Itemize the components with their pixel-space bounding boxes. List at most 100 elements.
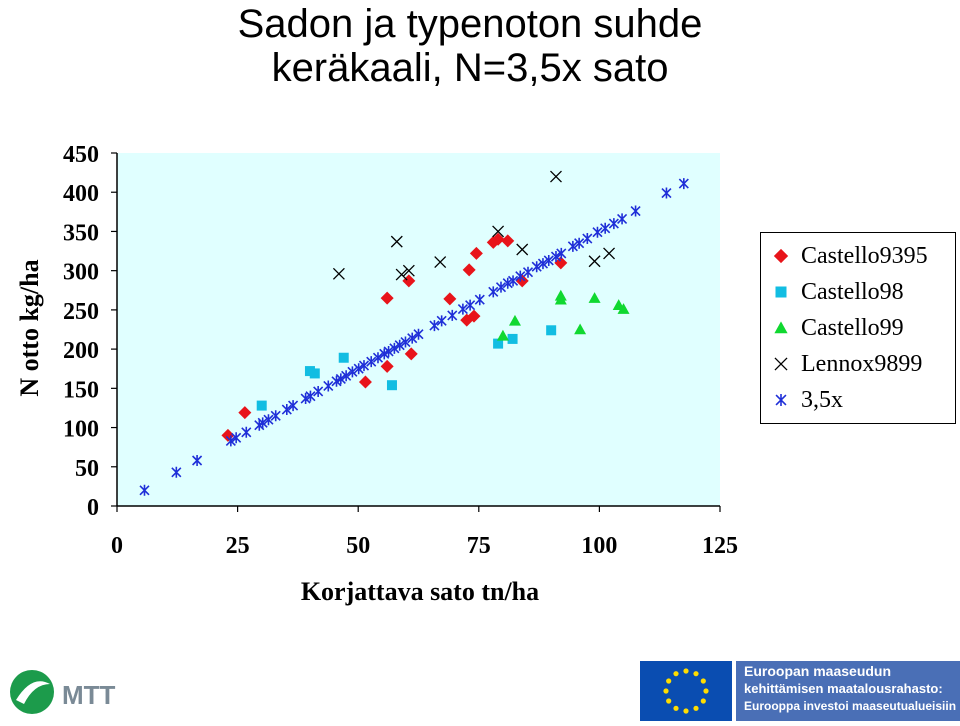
data-point-3-5x (263, 414, 274, 426)
data-point-3-5x (323, 380, 334, 392)
legend-symbol-castello99 (774, 321, 788, 334)
legend-item-3-5x: 3,5x (771, 383, 843, 417)
data-point-3-5x (495, 281, 507, 293)
data-point-3-5x (474, 294, 485, 306)
data-point-3-5x (288, 400, 299, 412)
data-point-3-5x (574, 237, 585, 249)
data-point-castello9395 (402, 274, 416, 288)
data-point-3-5x (488, 286, 499, 298)
data-points (139, 170, 689, 496)
data-point-3-5x (305, 390, 316, 402)
y-tick-label: 250 (63, 299, 99, 325)
data-point-3-5x (507, 275, 519, 287)
mtt-logo-text: MTT (62, 680, 116, 710)
eu-star-icon (666, 698, 672, 704)
data-point-castello98 (507, 333, 518, 344)
scatter-chart: 0 50 100 150 200 250 300 350 400 450 0 25 50 75 100 125… (15, 142, 738, 606)
series-3-5x (139, 178, 689, 496)
data-point-3-5x (582, 233, 593, 245)
data-point-lennox9899 (492, 225, 505, 238)
eu-star-icon (673, 671, 679, 677)
data-point-3-5x (372, 352, 384, 364)
data-point-3-5x (567, 240, 578, 252)
data-point-3-5x (241, 426, 252, 438)
legend-marker-castello99 (774, 321, 788, 334)
legend-symbol-castello98 (775, 286, 787, 298)
legend-item-castello9395: Castello9395 (771, 239, 928, 273)
data-point-3-5x (465, 299, 476, 311)
data-point-3-5x (543, 254, 554, 266)
data-point-3-5x (550, 251, 562, 263)
data-point-castello9395 (380, 291, 394, 305)
data-point-lennox9899 (588, 255, 601, 268)
eu-star-icon (683, 668, 689, 674)
data-point-lennox9899 (603, 247, 616, 260)
legend-marker-castello98 (775, 286, 787, 298)
data-point-lennox9899 (434, 256, 447, 268)
y-tick-label: 450 (63, 142, 99, 168)
y-tick-label: 100 (63, 417, 99, 443)
eu-star-icon (663, 688, 669, 694)
legend-marker-lennox9899 (774, 357, 788, 371)
data-point-3-5x (383, 345, 394, 357)
data-point-3-5x (413, 328, 424, 340)
eu-star-icon (700, 698, 706, 704)
data-point-castello9395 (462, 263, 476, 277)
x-tick-label: 75 (467, 533, 491, 559)
data-point-castello98 (338, 352, 349, 363)
data-point-lennox9899 (550, 170, 562, 183)
data-point-3-5x (436, 315, 447, 327)
data-point-3-5x (592, 226, 603, 238)
legend: Castello9395 Castello98 Castello99 Lennox98… (760, 232, 956, 424)
chart-title: Sadon ja typenoton suhde keräkaali, N=3,… (150, 2, 790, 90)
data-point-castello99 (574, 323, 587, 335)
legend-marker-castello9395 (773, 248, 789, 264)
data-point-3-5x (617, 213, 628, 225)
data-point-3-5x (661, 187, 672, 199)
legend-symbol-lennox9899 (774, 357, 788, 371)
legend-symbol-3-5x (775, 394, 787, 406)
tick-labels: 0 50 100 150 200 250 300 350 400 450 0 25 50 75 100 125 (63, 142, 738, 559)
data-point-3-5x (537, 258, 549, 270)
data-point-castello9395 (469, 246, 483, 260)
data-point-3-5x (270, 410, 281, 422)
data-point-castello98 (256, 400, 267, 411)
data-point-lennox9899 (402, 264, 415, 277)
chart-title-line-2: keräkaali, N=3,5x sato (271, 46, 669, 90)
data-point-3-5x (139, 484, 150, 496)
data-point-castello98 (493, 338, 504, 349)
data-point-castello9395 (358, 375, 372, 389)
data-point-3-5x (400, 336, 411, 348)
data-point-3-5x (429, 320, 440, 332)
data-point-3-5x (192, 455, 203, 467)
eu-flag-icon (640, 661, 732, 721)
y-tick-label: 200 (63, 338, 99, 364)
data-point-castello9395 (404, 347, 418, 361)
series-castello99 (496, 289, 630, 341)
eu-text-line-2: kehittämisen maatalousrahasto: (744, 681, 943, 696)
eu-star-icon (700, 678, 706, 684)
data-point-3-5x (502, 277, 513, 289)
legend-label: Castello9395 (801, 242, 928, 269)
series-castello9395 (221, 232, 568, 442)
data-point-3-5x (522, 266, 534, 278)
axes (111, 152, 721, 512)
data-point-3-5x (281, 404, 292, 416)
data-point-castello9395 (491, 232, 505, 246)
data-point-3-5x (353, 363, 364, 375)
data-point-castello9395 (467, 309, 481, 323)
data-point-castello98 (386, 380, 397, 391)
data-point-3-5x (225, 435, 236, 447)
data-point-lennox9899 (516, 243, 529, 256)
data-point-castello98 (309, 368, 320, 379)
series-lennox9899 (332, 170, 616, 281)
data-point-3-5x (347, 366, 358, 378)
eu-star-icon (683, 708, 689, 714)
x-axis-label: Korjattava sato tn/ha (301, 577, 539, 606)
eu-star-icon (666, 678, 672, 684)
x-tick-label: 125 (702, 533, 738, 559)
data-point-castello9395 (501, 234, 515, 248)
y-tick-label: 350 (63, 220, 99, 246)
eu-text-line-1: Euroopan maaseudun (744, 663, 892, 679)
eu-star-icon (693, 705, 699, 711)
